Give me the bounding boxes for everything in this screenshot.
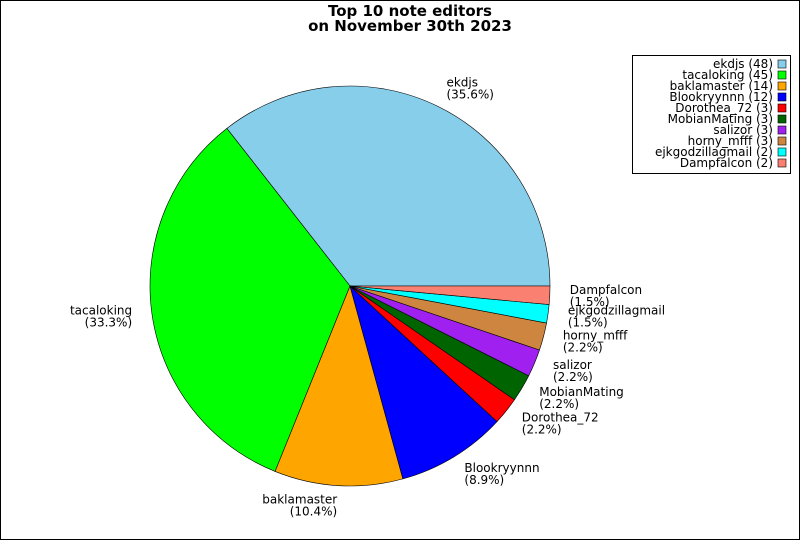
legend-swatch [777,114,787,124]
pie-slice [149,127,351,472]
pie-slice [274,285,404,487]
legend-swatch [777,59,787,69]
pie-slice [349,285,551,305]
slice-label: ejkgodzillagmail [568,304,665,318]
pie-slice [226,85,551,287]
chart-title: on November 30th 2023 [308,17,512,35]
legend-label: ekdjs (48) [713,57,773,71]
legend-label: Dorothea_72 (3) [675,101,773,115]
slice-percent: (2.2%) [563,341,603,355]
slice-percent: (10.4%) [290,505,337,519]
legend-swatch [777,103,787,113]
slice-label: MobianMating [539,385,624,399]
legend-swatch [777,125,787,135]
slice-label: baklamaster [262,493,337,507]
pie-slice [349,285,498,480]
slice-label: Dorothea_72 [522,410,599,424]
legend-label: ejkgodzillagmail (2) [655,145,773,159]
slice-percent: (1.5%) [568,316,608,330]
legend-swatch [777,81,787,91]
slice-label: Blookryynnn [464,461,539,475]
slice-label: horny_mfff [563,329,628,343]
slice-percent: (33.3%) [85,316,132,330]
legend-label: baklamaster (14) [670,79,773,93]
legend-swatch [777,147,787,157]
slice-label: ekdjs [446,75,478,89]
legend-label: salizor (3) [713,123,773,137]
legend-box [632,55,791,174]
slice-label: Dampfalcon [570,283,642,297]
slice-percent: (2.2%) [522,422,562,436]
slice-label: tacaloking [70,304,132,318]
legend-label: MobianMating (3) [668,112,773,126]
chart-title: Top 10 note editors [328,2,492,20]
legend-label: Blookryynnn (12) [669,90,773,104]
slice-percent: (2.2%) [553,370,593,384]
legend-swatch [777,92,787,102]
slice-percent: (2.2%) [539,397,579,411]
legend-label: horny_mfff (3) [688,134,773,148]
legend-swatch [777,70,787,80]
slice-percent: (1.5%) [570,295,610,309]
legend-swatch [777,158,787,168]
slice-percent: (35.6%) [446,87,493,101]
legend-label: Dampfalcon (2) [680,156,773,170]
legend-label: tacaloking (45) [682,68,773,82]
legend-swatch [777,136,787,146]
slice-percent: (8.9%) [464,473,504,487]
slice-label: salizor [553,358,592,372]
